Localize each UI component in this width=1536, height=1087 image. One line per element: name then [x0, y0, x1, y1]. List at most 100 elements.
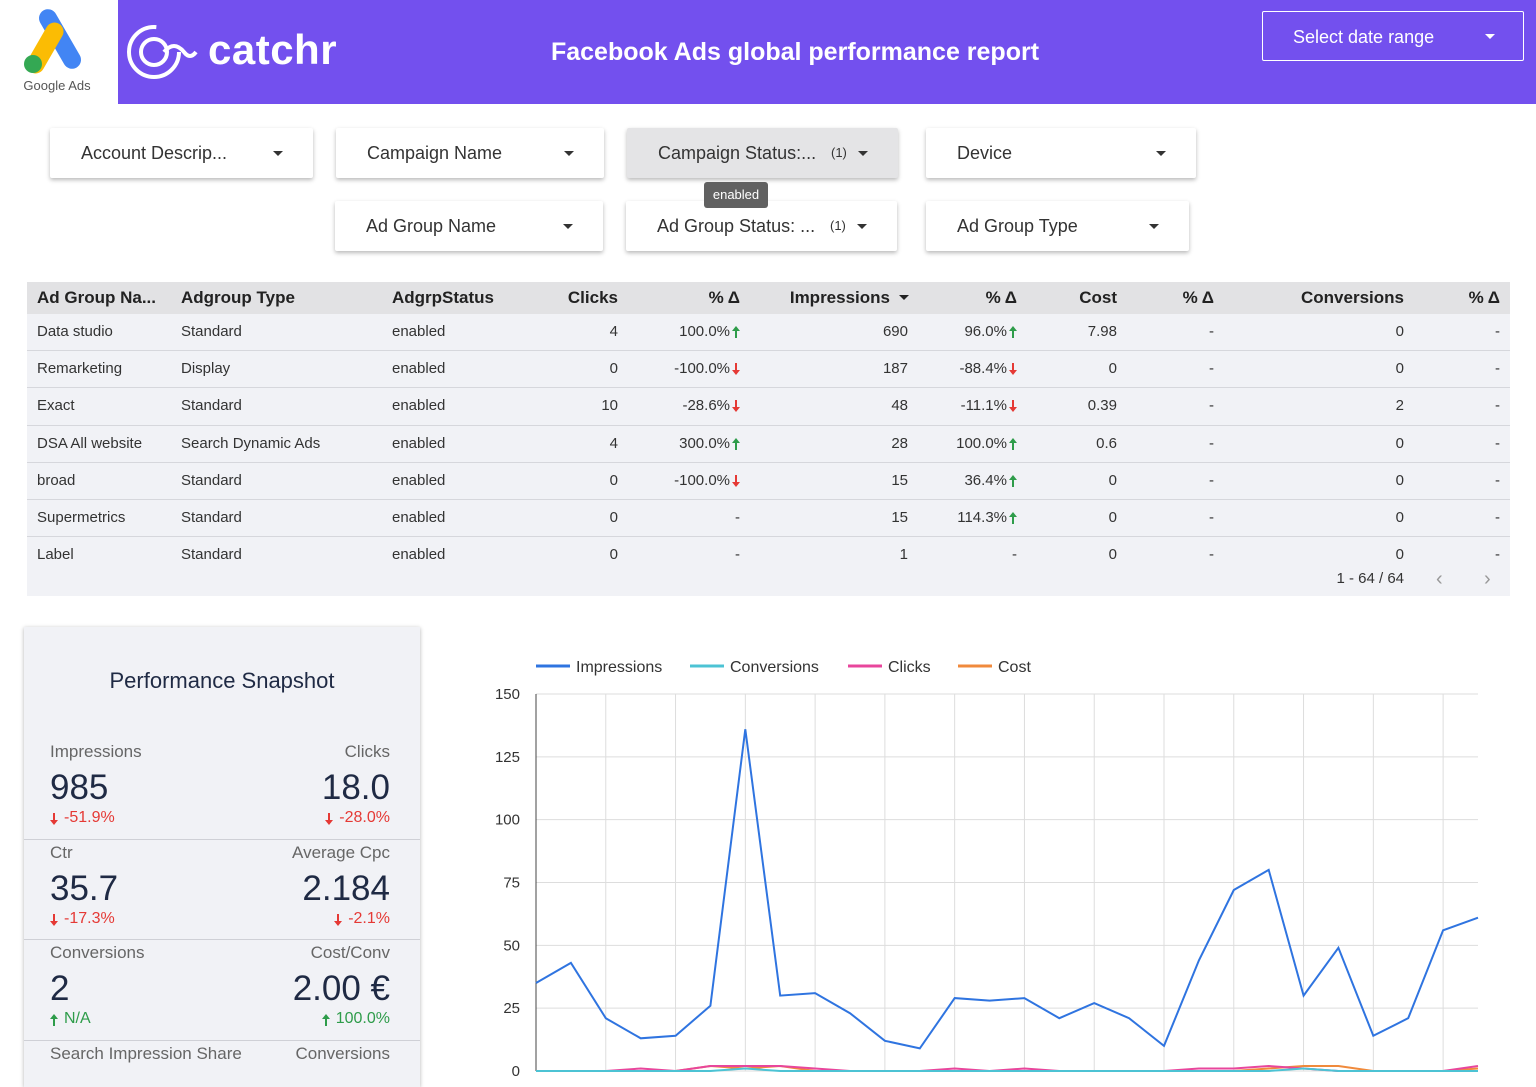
filter-dropdown[interactable]: Device	[926, 128, 1196, 178]
table-cell: Remarketing	[37, 360, 123, 378]
filter-dropdown[interactable]: Ad Group Status: ... (1)	[626, 201, 897, 251]
metric-label: Conversions	[50, 943, 145, 962]
metric-label: Search Impression Share	[50, 1043, 242, 1063]
table-cell: 100.0%	[956, 434, 1007, 452]
y-tick-label: 125	[495, 749, 520, 766]
google-ads-icon	[24, 9, 81, 74]
sort-caret	[899, 295, 909, 300]
metric-value: 985	[50, 768, 109, 807]
column-header[interactable]: % Δ	[1182, 288, 1214, 307]
table-cell: -100.0%	[674, 471, 730, 489]
filter-label: Ad Group Name	[366, 216, 497, 236]
trend-arrow	[50, 813, 58, 825]
table-cell: Standard	[181, 397, 242, 415]
table-cell: 100.0%	[679, 323, 730, 340]
table-cell: 0	[609, 360, 618, 378]
column-header[interactable]: % Δ	[985, 288, 1017, 307]
table-cell: 2	[1395, 397, 1404, 415]
snapshot-title: Performance Snapshot	[109, 668, 335, 693]
table-cell: -	[1209, 434, 1214, 452]
metric-value: 35.7	[50, 868, 119, 908]
table-cell: 300.0%	[679, 434, 730, 452]
table-cell: 690	[882, 323, 908, 340]
metric-change: N/A	[50, 1010, 91, 1028]
metric-divider	[24, 939, 420, 940]
filter-dropdown[interactable]: Campaign Status:... (1)	[627, 128, 898, 178]
trend-arrow	[732, 474, 740, 487]
metric-value: 18.0	[321, 768, 390, 807]
page-prev[interactable]: ‹	[1436, 568, 1443, 590]
metric-divider	[24, 838, 420, 840]
brand-name: catchr	[208, 26, 338, 73]
column-header[interactable]: AdgrpStatus	[392, 288, 494, 307]
table-cell: -	[1209, 546, 1214, 564]
table-cell: -	[1495, 397, 1500, 415]
series-line	[535, 729, 1479, 1050]
trend-arrow	[1009, 437, 1017, 450]
caret	[563, 224, 573, 229]
metric-change: -2.1%	[334, 910, 390, 928]
trend-arrow	[50, 913, 58, 926]
table-cell: DSA All website	[37, 434, 143, 452]
table-cell: 0	[1395, 546, 1404, 564]
metric-divider	[24, 1039, 420, 1041]
date-range-label: Select date range	[1293, 27, 1435, 47]
table-cell: 15	[891, 471, 908, 489]
legend-label: Impressions	[576, 659, 662, 676]
table-cell: Supermetrics	[37, 509, 126, 526]
table-cell: 0.39	[1087, 397, 1117, 415]
filter-dropdown[interactable]: Ad Group Type	[926, 201, 1189, 251]
filter-label: Ad Group Type	[957, 216, 1078, 236]
row-divider	[27, 499, 1510, 500]
column-header[interactable]: Ad Group Na...	[37, 288, 156, 307]
column-header[interactable]: % Δ	[1468, 288, 1500, 307]
column-header[interactable]: % Δ	[708, 288, 740, 307]
filter-dropdown[interactable]: Account Descrip...	[50, 128, 313, 178]
series-line	[536, 1067, 1478, 1072]
page-next[interactable]: ›	[1484, 568, 1491, 590]
trend-arrow	[50, 1014, 58, 1026]
row-divider	[27, 424, 1510, 426]
table-cell: -	[1209, 471, 1214, 489]
table-cell: 48	[891, 397, 908, 415]
column-header[interactable]: Conversions	[1301, 288, 1404, 307]
column-header[interactable]: Adgroup Type	[181, 288, 295, 307]
trend-arrow	[732, 437, 740, 450]
trend-arrow	[1009, 363, 1017, 376]
trend-arrow	[732, 326, 740, 338]
table-cell: 36.4%	[964, 471, 1007, 489]
table-cell: -	[1495, 509, 1500, 526]
column-header[interactable]: Impressions	[789, 288, 890, 307]
trend-arrow	[325, 813, 334, 825]
table-cell: -	[1495, 471, 1500, 489]
caret	[273, 151, 283, 156]
table-cell: -	[735, 546, 740, 564]
table-cell: 0	[1108, 509, 1117, 526]
date-range-button[interactable]: Select date range	[1262, 11, 1524, 61]
metric-value: 2	[50, 969, 70, 1008]
table-cell: 96.0%	[964, 323, 1007, 340]
table-header	[27, 282, 1510, 314]
table-cell: enabled	[392, 471, 446, 489]
filter-dropdown[interactable]: Ad Group Name	[335, 201, 603, 251]
table-cell: 0	[609, 471, 618, 489]
table-cell: 0	[1108, 360, 1117, 378]
legend-label: Cost	[998, 659, 1031, 676]
table-cell: 0	[1395, 471, 1404, 489]
table-cell: Standard	[181, 546, 242, 564]
column-header[interactable]: Cost	[1079, 288, 1117, 307]
logo-label: Google Ads	[23, 78, 91, 93]
y-tick-label: 100	[495, 812, 520, 829]
y-tick-label: 75	[503, 875, 520, 892]
column-header[interactable]: Clicks	[567, 288, 618, 307]
table-cell: enabled	[392, 323, 446, 340]
table-cell: -	[1495, 360, 1500, 378]
filter-label: Ad Group Status: ...	[657, 216, 816, 236]
filter-dropdown[interactable]: Campaign Name	[336, 128, 604, 178]
table-cell: enabled	[392, 360, 446, 378]
metric-label: Ctr	[50, 842, 73, 862]
metric-change: -17.3%	[50, 910, 115, 928]
row-divider	[27, 350, 1510, 352]
table-cell: 0	[1395, 323, 1404, 340]
